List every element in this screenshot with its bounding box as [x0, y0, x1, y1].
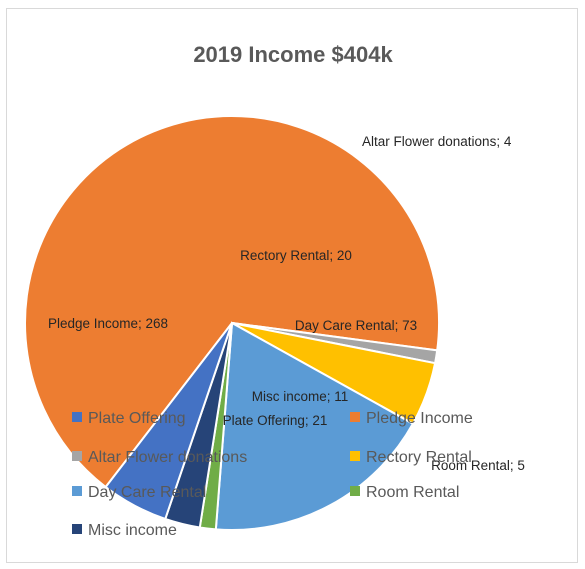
data-label-rectory-rental: Rectory Rental; 20 — [240, 248, 352, 263]
data-label-misc-income: Misc income; 11 — [252, 389, 349, 404]
data-label-room-rental: Room Rental; 5 — [431, 458, 525, 473]
data-label-altar-flower-donations: Altar Flower donations; 4 — [362, 134, 512, 149]
legend-item-day-care-rental: Day Care Rental — [72, 484, 206, 501]
legend-label: Pledge Income — [366, 410, 473, 427]
legend-item-rectory-rental: Rectory Rental — [350, 449, 472, 466]
data-labels: Plate Offering; 21 Pledge Income; 268 Alta… — [48, 134, 525, 473]
legend-item-pledge-income: Pledge Income — [350, 410, 473, 427]
legend-swatch — [72, 451, 82, 461]
legend-label: Plate Offering — [88, 410, 186, 427]
legend-swatch — [72, 486, 82, 496]
pie-slice-pledge-income — [24, 115, 440, 489]
legend-label: Day Care Rental — [88, 484, 206, 501]
legend-swatch — [350, 412, 360, 422]
legend-label: Rectory Rental — [366, 449, 472, 466]
legend-label: Misc income — [88, 522, 177, 539]
legend-item-room-rental: Room Rental — [350, 484, 459, 501]
pie-slice-day-care-rental — [214, 321, 415, 531]
chart-title: 2019 Income $404k — [193, 42, 393, 67]
legend-label: Room Rental — [366, 484, 459, 501]
pie-slices — [24, 115, 440, 531]
legend-swatch — [350, 486, 360, 496]
legend-item-plate-offering: Plate Offering — [72, 410, 186, 427]
pie-slice-plate-offering — [104, 322, 233, 521]
legend-item-misc-income: Misc income — [72, 522, 177, 539]
data-label-plate-offering: Plate Offering; 21 — [223, 413, 328, 428]
legend-swatch — [72, 412, 82, 422]
data-label-day-care-rental: Day Care Rental; 73 — [295, 318, 417, 333]
legend-label: Altar Flower donations — [88, 449, 247, 466]
legend-item-altar-flower-donations: Altar Flower donations — [72, 449, 247, 466]
legend-swatch — [72, 524, 82, 534]
data-label-pledge-income: Pledge Income; 268 — [48, 316, 168, 331]
legend: Plate Offering Pledge Income Altar Flower … — [72, 410, 473, 539]
legend-swatch — [350, 451, 360, 461]
